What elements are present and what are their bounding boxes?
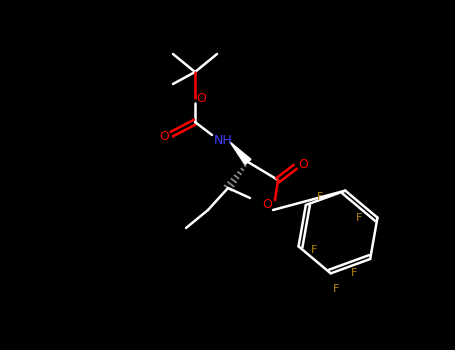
Text: F: F — [333, 284, 339, 294]
Text: F: F — [351, 268, 357, 278]
Text: O: O — [262, 198, 272, 211]
Text: O: O — [196, 91, 206, 105]
Text: O: O — [298, 159, 308, 172]
Text: NH: NH — [214, 133, 233, 147]
Text: F: F — [356, 213, 363, 223]
Text: F: F — [317, 192, 323, 202]
Text: F: F — [311, 245, 318, 256]
Text: O: O — [159, 130, 169, 142]
Polygon shape — [230, 142, 251, 165]
